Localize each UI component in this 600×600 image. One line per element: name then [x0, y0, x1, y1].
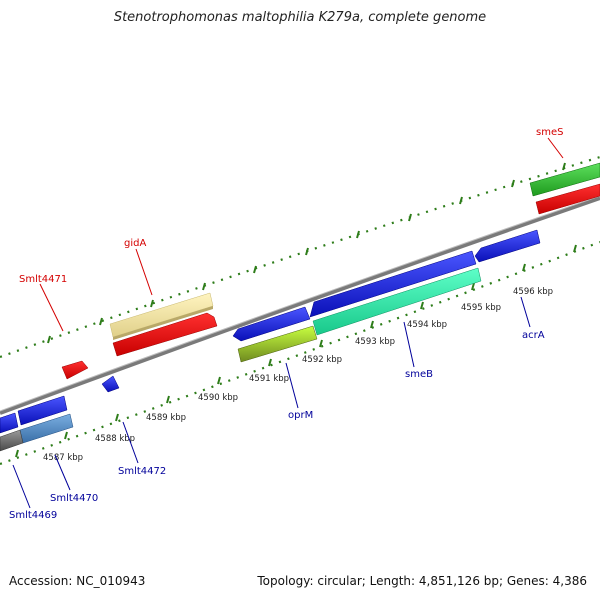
- gene-bar-oprM[interactable]: [237, 325, 318, 363]
- leader-gidA: [135, 248, 153, 296]
- tick-label-4593: 4593 kbp: [355, 337, 395, 347]
- leader-Smlt4470: [54, 454, 71, 491]
- leader-smeS: [547, 137, 564, 159]
- gene-label-oprM[interactable]: oprM: [288, 410, 313, 421]
- inner-tick-track: [0, 240, 600, 466]
- gene-label-gidA[interactable]: gidA: [124, 238, 146, 249]
- genome-backbone: [0, 196, 600, 415]
- gene-bar-red-2[interactable]: [535, 183, 600, 215]
- tick-label-4589: 4589 kbp: [146, 413, 186, 423]
- gene-bar-blue-oprM-upper[interactable]: [232, 306, 311, 342]
- gene-bar-red-1[interactable]: [112, 312, 218, 357]
- gene-bar-gray[interactable]: [0, 429, 24, 452]
- tick-label-4594: 4594 kbp: [407, 320, 447, 330]
- tick-label-4587: 4587 kbp: [43, 453, 83, 463]
- gene-bar-Smlt4472[interactable]: [101, 375, 120, 393]
- tick-label-4588: 4588 kbp: [95, 434, 135, 444]
- map-title: Stenotrophomonas maltophilia K279a, comp…: [113, 10, 487, 25]
- leader-Smlt4471: [39, 283, 64, 332]
- gene-bar-blue-left[interactable]: [0, 412, 19, 434]
- leader-oprM: [285, 362, 299, 409]
- gene-label-acrA[interactable]: acrA: [522, 330, 545, 341]
- gene-bar-Smlt4471[interactable]: [61, 360, 89, 380]
- accession-text: Accession: NC_010943: [9, 574, 146, 588]
- gene-label-Smlt4472[interactable]: Smlt4472: [118, 466, 166, 477]
- tick-label-4590: 4590 kbp: [198, 393, 238, 403]
- outer-major-ticks: [47, 162, 566, 344]
- gene-bar-gidA-shadow: [113, 306, 213, 340]
- tick-label-4596: 4596 kbp: [513, 287, 553, 297]
- outer-tick-track: [0, 155, 600, 359]
- gene-bar-Smlt4470-blue[interactable]: [17, 395, 68, 426]
- gene-label-Smlt4470[interactable]: Smlt4470: [50, 493, 98, 504]
- leader-smeB: [403, 321, 415, 368]
- tick-label-4592: 4592 kbp: [302, 355, 342, 365]
- gene-label-Smlt4469[interactable]: Smlt4469: [9, 510, 57, 521]
- tick-label-4591: 4591 kbp: [249, 374, 289, 384]
- gene-bar-acrA-blue[interactable]: [474, 229, 541, 263]
- genome-summary-text: Topology: circular; Length: 4,851,126 bp…: [257, 574, 587, 588]
- gene-bar-smeS[interactable]: [529, 162, 600, 197]
- leader-acrA: [520, 296, 531, 328]
- tick-label-4595: 4595 kbp: [461, 303, 501, 313]
- gene-bar-smeB-blue[interactable]: [309, 250, 477, 318]
- gene-label-smeS[interactable]: smeS: [536, 127, 563, 138]
- gene-label-smeB[interactable]: smeB: [405, 369, 433, 380]
- leader-Smlt4472: [122, 421, 139, 464]
- leader-Smlt4469: [12, 464, 31, 509]
- inner-major-ticks: [15, 244, 577, 458]
- gene-label-Smlt4471[interactable]: Smlt4471: [19, 274, 67, 285]
- gene-bar-smeB[interactable]: [312, 267, 482, 336]
